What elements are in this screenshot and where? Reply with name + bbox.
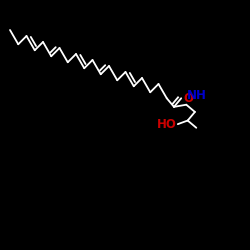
Text: NH: NH bbox=[187, 89, 207, 102]
Text: O: O bbox=[183, 92, 193, 105]
Text: HO: HO bbox=[157, 118, 177, 131]
